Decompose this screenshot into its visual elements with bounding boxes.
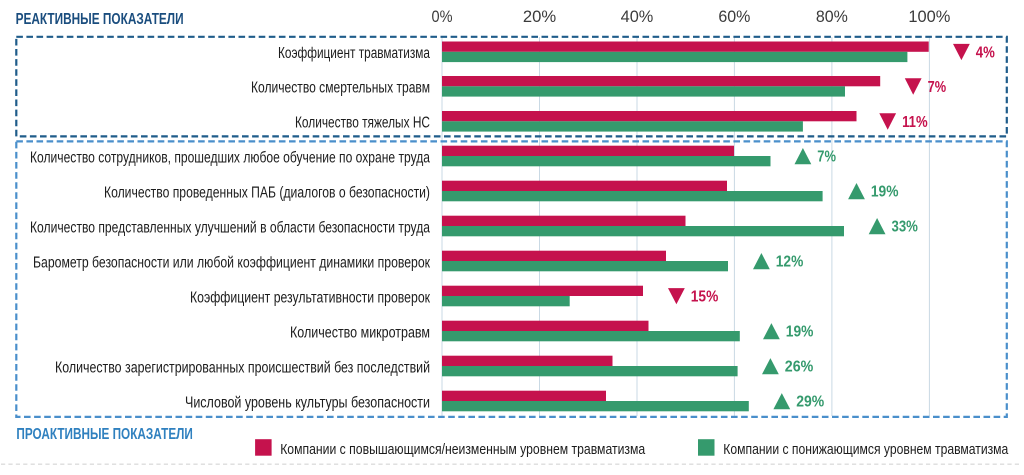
- svg-text:Количество зарегистрированных: Количество зарегистрированных происшеств…: [55, 359, 430, 376]
- svg-text:Компании с повышающимся/неизме: Компании с повышающимся/неизменным уровн…: [280, 441, 646, 458]
- svg-text:Барометр безопасности или любо: Барометр безопасности или любой коэффици…: [33, 254, 430, 271]
- svg-text:15%: 15%: [691, 289, 719, 306]
- svg-text:60%: 60%: [718, 7, 750, 26]
- svg-text:19%: 19%: [786, 324, 814, 341]
- svg-text:7%: 7%: [817, 149, 836, 166]
- svg-text:Количество представленных улуч: Количество представленных улучшений в об…: [30, 219, 430, 236]
- svg-text:Количество смертельных травм: Количество смертельных травм: [251, 80, 430, 97]
- svg-text:Коэффициент травматизма: Коэффициент травматизма: [278, 45, 430, 62]
- svg-text:Количество микротравм: Количество микротравм: [290, 324, 430, 341]
- svg-text:Коэффициент результативности п: Коэффициент результативности проверок: [190, 289, 430, 306]
- svg-text:80%: 80%: [816, 7, 848, 26]
- svg-text:11%: 11%: [902, 114, 928, 131]
- svg-text:Компании с понижающимся уровне: Компании с понижающимся уровнем травмати…: [723, 441, 1009, 458]
- svg-text:12%: 12%: [776, 254, 804, 271]
- svg-text:Числовой уровень культуры безо: Числовой уровень культуры безопасности: [185, 394, 430, 411]
- svg-text:РЕАКТИВНЫЕ ПОКАЗАТЕЛИ: РЕАКТИВНЫЕ ПОКАЗАТЕЛИ: [16, 11, 184, 28]
- svg-text:Количество проведенных ПАБ (ди: Количество проведенных ПАБ (диалогов о б…: [104, 184, 430, 201]
- svg-text:Количество тяжелых НС: Количество тяжелых НС: [295, 115, 430, 132]
- svg-text:100%: 100%: [908, 7, 950, 26]
- svg-text:4%: 4%: [976, 44, 995, 61]
- svg-text:33%: 33%: [892, 219, 918, 236]
- svg-text:29%: 29%: [796, 394, 824, 411]
- svg-text:ПРОАКТИВНЫЕ ПОКАЗАТЕЛИ: ПРОАКТИВНЫЕ ПОКАЗАТЕЛИ: [16, 426, 193, 443]
- svg-text:7%: 7%: [928, 79, 947, 96]
- svg-text:19%: 19%: [871, 184, 899, 201]
- svg-text:40%: 40%: [621, 7, 654, 26]
- svg-text:20%: 20%: [523, 7, 556, 26]
- svg-text:Количество сотрудников, прошед: Количество сотрудников, прошедших любое …: [30, 149, 430, 166]
- svg-text:0%: 0%: [432, 7, 453, 26]
- svg-text:26%: 26%: [785, 359, 814, 376]
